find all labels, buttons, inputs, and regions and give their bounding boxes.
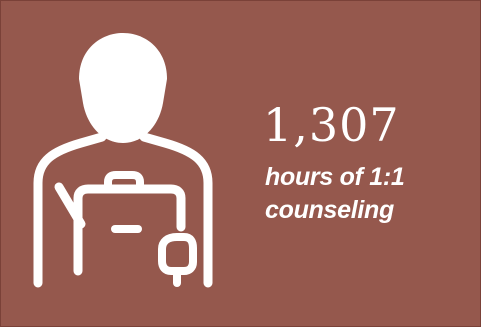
stat-value: 1,307 xyxy=(263,98,400,152)
person-hand xyxy=(158,233,197,275)
stat-caption: hours of 1:1 counseling xyxy=(265,161,475,227)
stat-caption-line-2: counseling xyxy=(265,196,394,224)
clipboard-clip xyxy=(104,171,144,191)
person-shoulders xyxy=(33,132,213,288)
clipboard-board xyxy=(73,184,186,276)
stat-caption-line-1: hours of 1:1 xyxy=(265,163,405,191)
person-head xyxy=(79,33,167,143)
